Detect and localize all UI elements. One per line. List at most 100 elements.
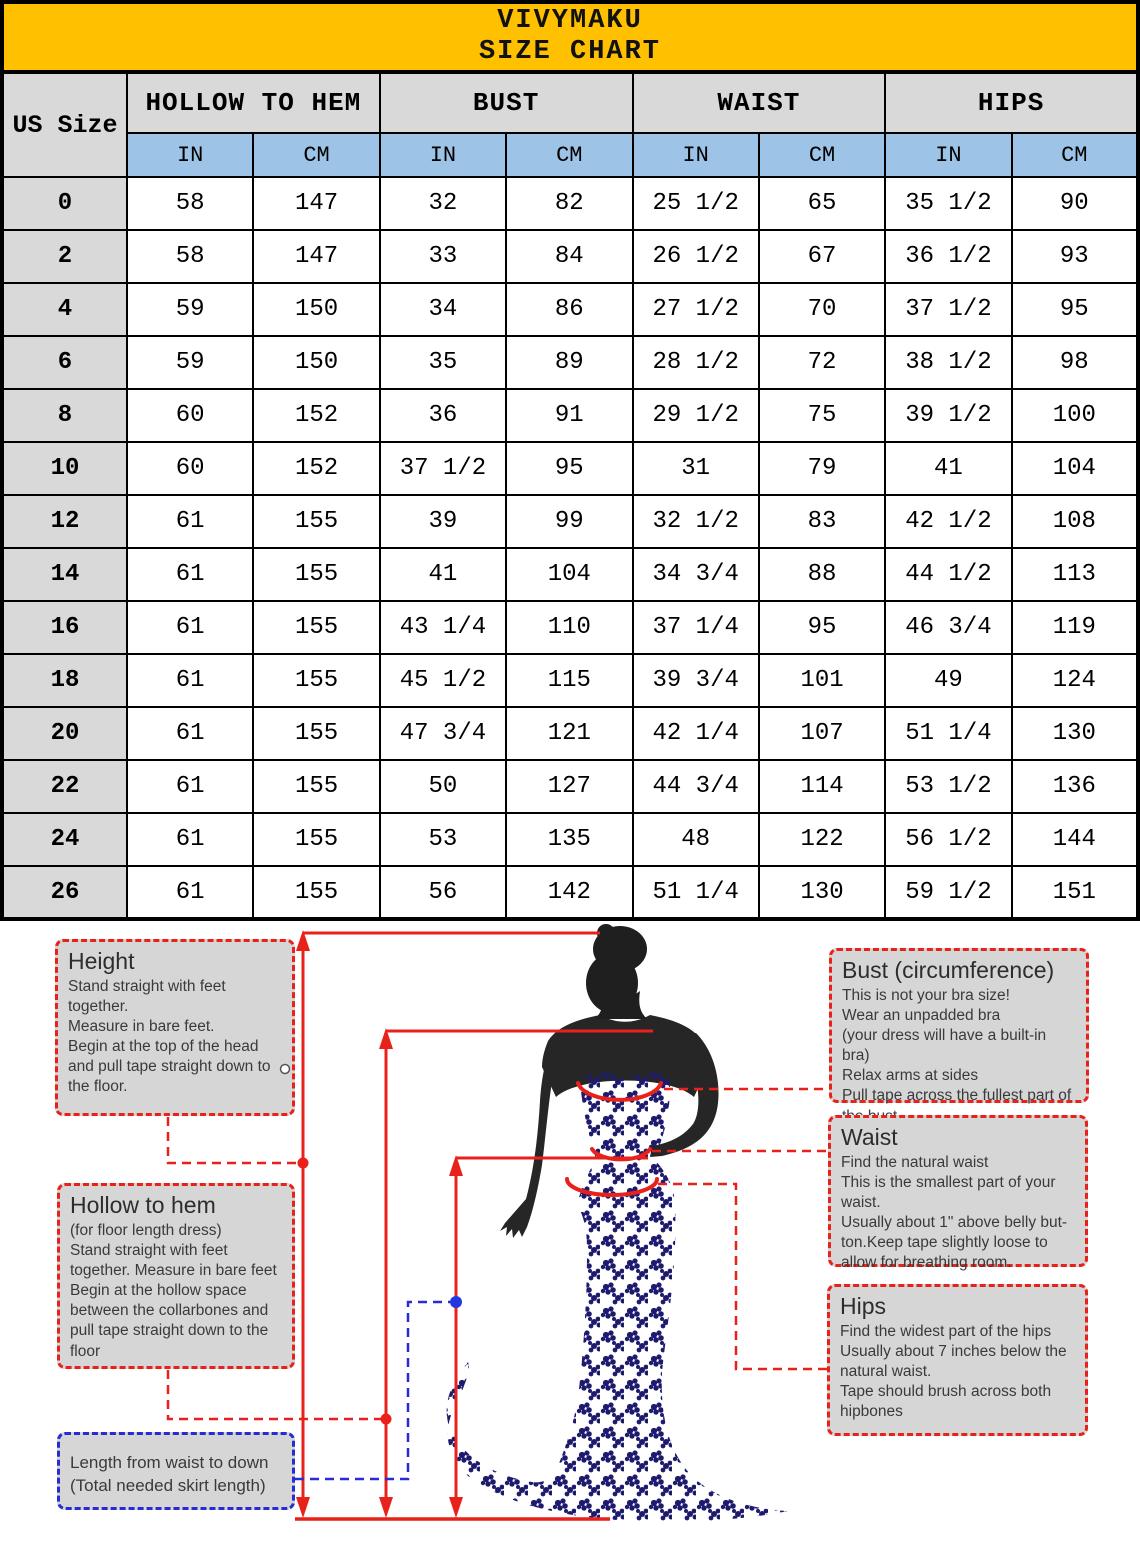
skirt-length-guide-box: Length from waist to down (Total needed … [57,1432,295,1510]
hollow-to-hem-guide-text: (for floor length dress) Stand straight … [70,1221,277,1360]
measurement-cell: 41 [884,441,1013,496]
measurement-cell: 39 3/4 [631,653,760,708]
measurement-cell: 121 [505,706,634,761]
measurement-cell: 151 [1010,865,1140,920]
measurement-cell: 36 1/2 [884,229,1013,284]
size-cell: 0 [1,176,128,231]
woman-silhouette [542,1015,708,1097]
measurement-cell: 142 [505,865,634,920]
measurement-cell: 37 1/2 [378,441,508,496]
measurement-cell: 61 [125,706,255,761]
hips-box-connector [658,1182,827,1371]
brand-title: VIVYMAKU [497,5,643,36]
size-cell: 24 [1,812,128,867]
measurement-cell: 130 [757,865,887,920]
hips-guide-text: Find the widest part of the hips Usually… [840,1322,1067,1421]
measurement-cell: 51 1/4 [631,865,760,920]
length-box-connector [295,1300,450,1481]
unit-in-header: IN [125,132,255,178]
measurement-cell: 82 [505,176,634,231]
measurement-cell: 110 [505,600,634,655]
measurement-cell: 59 [125,282,255,337]
skirt-length-guide-text: Length from waist to down (Total needed … [70,1453,269,1495]
measurement-cell: 41 [378,547,508,602]
height-measure-line [296,930,600,1518]
measurement-cell: 44 1/2 [884,547,1013,602]
hair-knot [597,924,615,942]
size-cell: 22 [1,759,128,814]
size-cell: 6 [1,335,128,390]
measurement-cell: 113 [1010,547,1140,602]
measurement-cell: 61 [125,547,255,602]
measurement-cell: 152 [252,441,381,496]
unit-cm-header: CM [1010,132,1140,178]
size-table: US Size HOLLOW TO HEM BUST WAIST HIPS IN… [0,70,1140,921]
size-cell: 14 [1,547,128,602]
hollow-box-connector [166,1370,381,1421]
size-cell: 16 [1,600,128,655]
length-junction-dot [450,1296,462,1308]
measurement-cell: 58 [125,229,255,284]
measurement-cell: 42 1/2 [884,494,1013,549]
measurement-cell: 61 [125,600,255,655]
col-group-hips: HIPS [884,71,1139,134]
neck-silhouette [595,991,647,1019]
measurement-cell: 61 [125,865,255,920]
measurement-cell: 46 3/4 [884,600,1013,655]
measurement-cell: 45 1/2 [378,653,508,708]
measurement-cell: 147 [252,229,381,284]
table-row: 8 60 152 36 91 29 1/2 75 39 1/2 100 [1,388,1140,443]
measurement-cell: 155 [252,759,381,814]
measurement-cell: 115 [505,653,634,708]
measurement-cell: 56 1/2 [884,812,1013,867]
arms-silhouette [500,1033,719,1238]
measurement-cell: 56 [378,865,508,920]
measurement-cell: 29 1/2 [631,388,760,443]
measurement-cell: 127 [505,759,634,814]
table-row: 20 61 155 47 3/4 121 42 1/4 107 51 1/4 130 [1,706,1140,761]
hips-guide-title: Hips [840,1293,887,1319]
measurement-cell: 130 [1010,706,1140,761]
measurement-cell: 95 [757,600,887,655]
measurement-cell: 47 3/4 [378,706,508,761]
measurement-cell: 61 [125,759,255,814]
measurement-cell: 39 1/2 [884,388,1013,443]
measurement-cell: 93 [1010,229,1140,284]
measurement-cell: 32 1/2 [631,494,760,549]
head-silhouette [586,924,647,1019]
banner: VIVYMAKU SIZE CHART [0,0,1140,70]
table-row: 6 59 150 35 89 28 1/2 72 38 1/2 98 [1,335,1140,390]
measurement-cell: 72 [757,335,887,390]
col-group-waist: WAIST [631,71,887,134]
measurement-cell: 155 [252,600,381,655]
measurement-cell: 75 [757,388,887,443]
table-row: 10 60 152 37 1/2 95 31 79 41 104 [1,441,1140,496]
measurement-cell: 104 [1010,441,1140,496]
table-row: 24 61 155 53 135 48 122 56 1/2 144 [1,812,1140,867]
measurement-cell: 155 [252,706,381,761]
measurement-cell: 152 [252,388,381,443]
col-group-bust: BUST [378,71,634,134]
measurement-cell: 37 1/4 [631,600,760,655]
size-cell: 20 [1,706,128,761]
measurement-cell: 90 [1010,176,1140,231]
size-table-body: 0 58 147 32 82 25 1/2 65 35 1/2 90 2 58 147 33 84 26 1… [1,176,1140,920]
waist-measure-arc [590,1147,652,1162]
hips-guide-box: Hips Find the widest part of the hips Us… [827,1284,1088,1436]
table-row: 14 61 155 41 104 34 3/4 88 44 1/2 113 [1,547,1140,602]
unit-in-header: IN [884,132,1013,178]
measurement-cell: 43 1/4 [378,600,508,655]
height-box-connector [166,1117,298,1165]
hips-measure-arc [565,1177,659,1197]
height-junction-dot [297,1157,309,1169]
measurement-guide: Height Stand straight with feet together… [0,921,1140,1541]
unit-cm-header: CM [252,132,381,178]
table-row: 12 61 155 39 99 32 1/2 83 42 1/2 108 [1,494,1140,549]
group-header-row: US Size HOLLOW TO HEM BUST WAIST HIPS [1,71,1139,178]
measurement-cell: 28 1/2 [631,335,760,390]
measurement-cell: 32 [378,176,508,231]
measurement-cell: 58 [125,176,255,231]
hair-bun [593,926,647,972]
measurement-cell: 86 [505,282,634,337]
